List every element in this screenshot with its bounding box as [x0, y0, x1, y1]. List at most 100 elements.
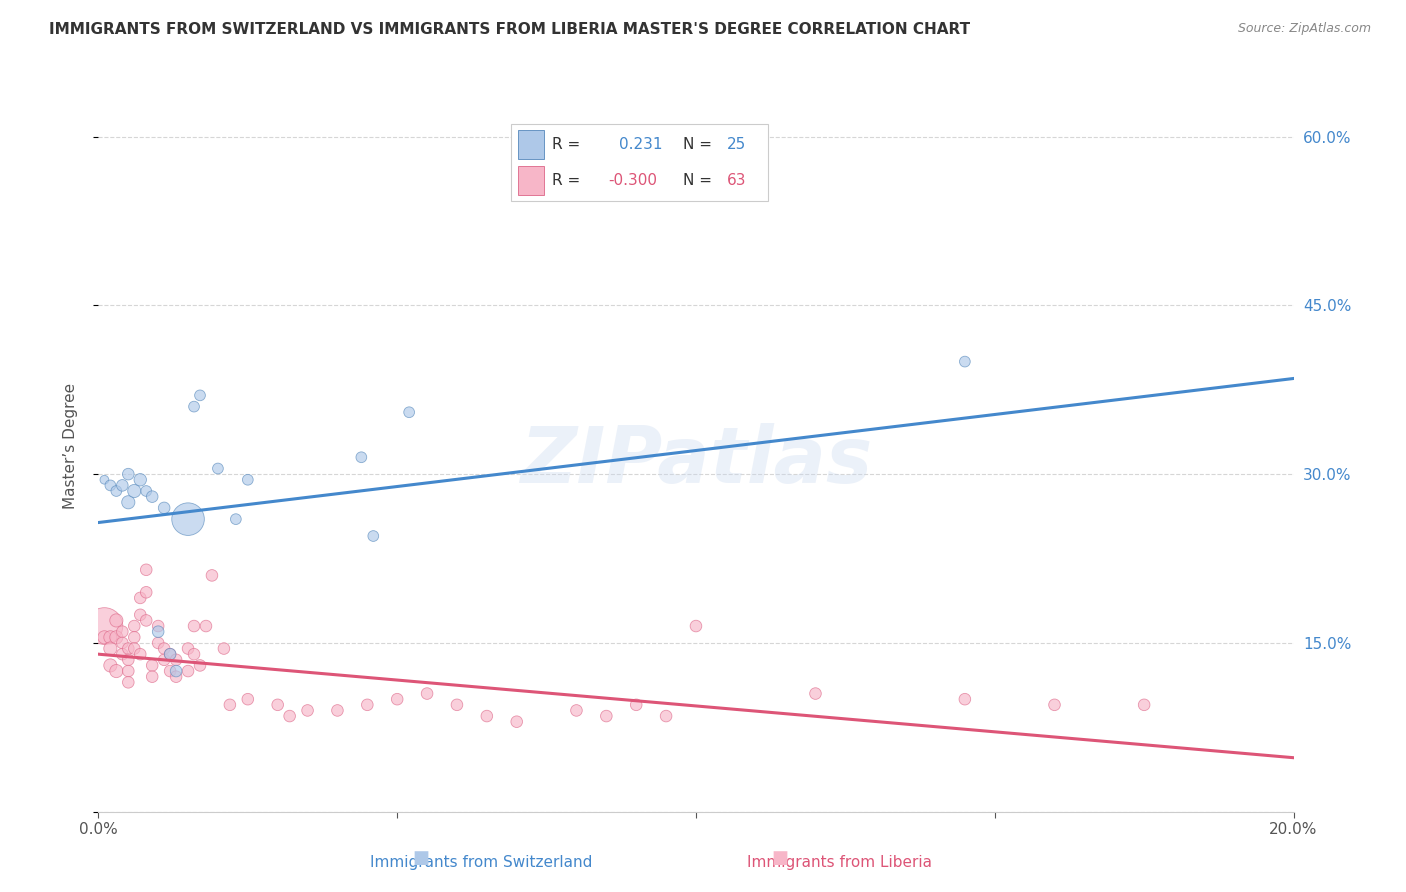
- Point: [135, 483, 157, 498]
- Point: [350, 450, 373, 465]
- Point: [93, 473, 115, 487]
- Point: [207, 461, 229, 475]
- Point: [356, 698, 378, 712]
- Point: [153, 641, 176, 656]
- Point: [385, 692, 409, 706]
- Point: [111, 636, 134, 650]
- Point: [177, 664, 200, 678]
- Point: [111, 647, 134, 661]
- Point: [595, 709, 617, 723]
- Point: [446, 698, 468, 712]
- Text: IMMIGRANTS FROM SWITZERLAND VS IMMIGRANTS FROM LIBERIA MASTER'S DEGREE CORRELATI: IMMIGRANTS FROM SWITZERLAND VS IMMIGRANT…: [49, 22, 970, 37]
- Point: [1133, 698, 1156, 712]
- Point: [655, 709, 678, 723]
- Point: [117, 675, 139, 690]
- Point: [124, 619, 146, 633]
- Point: [98, 641, 122, 656]
- Point: [165, 653, 187, 667]
- Point: [297, 703, 319, 717]
- Point: [98, 478, 122, 492]
- Point: [93, 630, 115, 644]
- Point: [135, 585, 157, 599]
- Text: ■: ■: [770, 849, 789, 867]
- Point: [326, 703, 349, 717]
- Point: [626, 698, 648, 712]
- Point: [195, 619, 218, 633]
- Text: Immigrants from Liberia: Immigrants from Liberia: [747, 855, 932, 870]
- Point: [165, 670, 187, 684]
- Point: [135, 563, 157, 577]
- Point: [129, 473, 152, 487]
- Point: [219, 698, 242, 712]
- Point: [98, 658, 122, 673]
- Point: [117, 467, 139, 482]
- Point: [105, 614, 128, 628]
- Point: [506, 714, 529, 729]
- Point: [475, 709, 498, 723]
- Point: [565, 703, 588, 717]
- Point: [129, 607, 152, 622]
- Text: -0.300: -0.300: [609, 173, 658, 187]
- Point: [177, 512, 200, 526]
- Y-axis label: Master’s Degree: Master’s Degree: [63, 383, 77, 509]
- Point: [124, 483, 146, 498]
- Point: [177, 641, 200, 656]
- Point: [141, 670, 163, 684]
- Point: [685, 186, 707, 200]
- Point: [165, 664, 187, 678]
- Point: [953, 692, 976, 706]
- Point: [105, 664, 128, 678]
- Point: [111, 624, 134, 639]
- Text: 63: 63: [727, 173, 747, 187]
- Point: [804, 687, 827, 701]
- Point: [105, 483, 128, 498]
- Text: N =: N =: [683, 136, 711, 152]
- Point: [183, 619, 205, 633]
- Point: [148, 636, 170, 650]
- Point: [153, 500, 176, 515]
- Point: [105, 630, 128, 644]
- Point: [111, 478, 134, 492]
- Text: N =: N =: [683, 173, 711, 187]
- Point: [117, 653, 139, 667]
- Point: [267, 698, 290, 712]
- Text: 25: 25: [727, 136, 745, 152]
- Point: [124, 630, 146, 644]
- Text: ■: ■: [412, 849, 430, 867]
- Text: 0.231: 0.231: [619, 136, 662, 152]
- Text: Source: ZipAtlas.com: Source: ZipAtlas.com: [1237, 22, 1371, 36]
- Bar: [519, 129, 544, 159]
- Point: [98, 630, 122, 644]
- Point: [953, 354, 976, 368]
- Point: [236, 473, 259, 487]
- Point: [148, 619, 170, 633]
- Point: [159, 647, 181, 661]
- Point: [685, 619, 707, 633]
- Bar: [519, 166, 544, 194]
- Point: [153, 653, 176, 667]
- Point: [141, 658, 163, 673]
- Text: R =: R =: [551, 173, 581, 187]
- Point: [129, 591, 152, 605]
- Point: [416, 687, 439, 701]
- Point: [188, 658, 211, 673]
- Point: [188, 388, 211, 402]
- Text: R =: R =: [551, 136, 581, 152]
- Point: [148, 624, 170, 639]
- Point: [201, 568, 224, 582]
- Point: [225, 512, 247, 526]
- Point: [159, 664, 181, 678]
- Point: [124, 641, 146, 656]
- Point: [236, 692, 259, 706]
- Point: [1043, 698, 1066, 712]
- Point: [117, 664, 139, 678]
- Point: [117, 495, 139, 509]
- Point: [159, 647, 181, 661]
- Text: Immigrants from Switzerland: Immigrants from Switzerland: [370, 855, 592, 870]
- Point: [183, 647, 205, 661]
- Point: [183, 400, 205, 414]
- Point: [93, 619, 115, 633]
- Point: [363, 529, 385, 543]
- Point: [278, 709, 301, 723]
- Point: [398, 405, 420, 419]
